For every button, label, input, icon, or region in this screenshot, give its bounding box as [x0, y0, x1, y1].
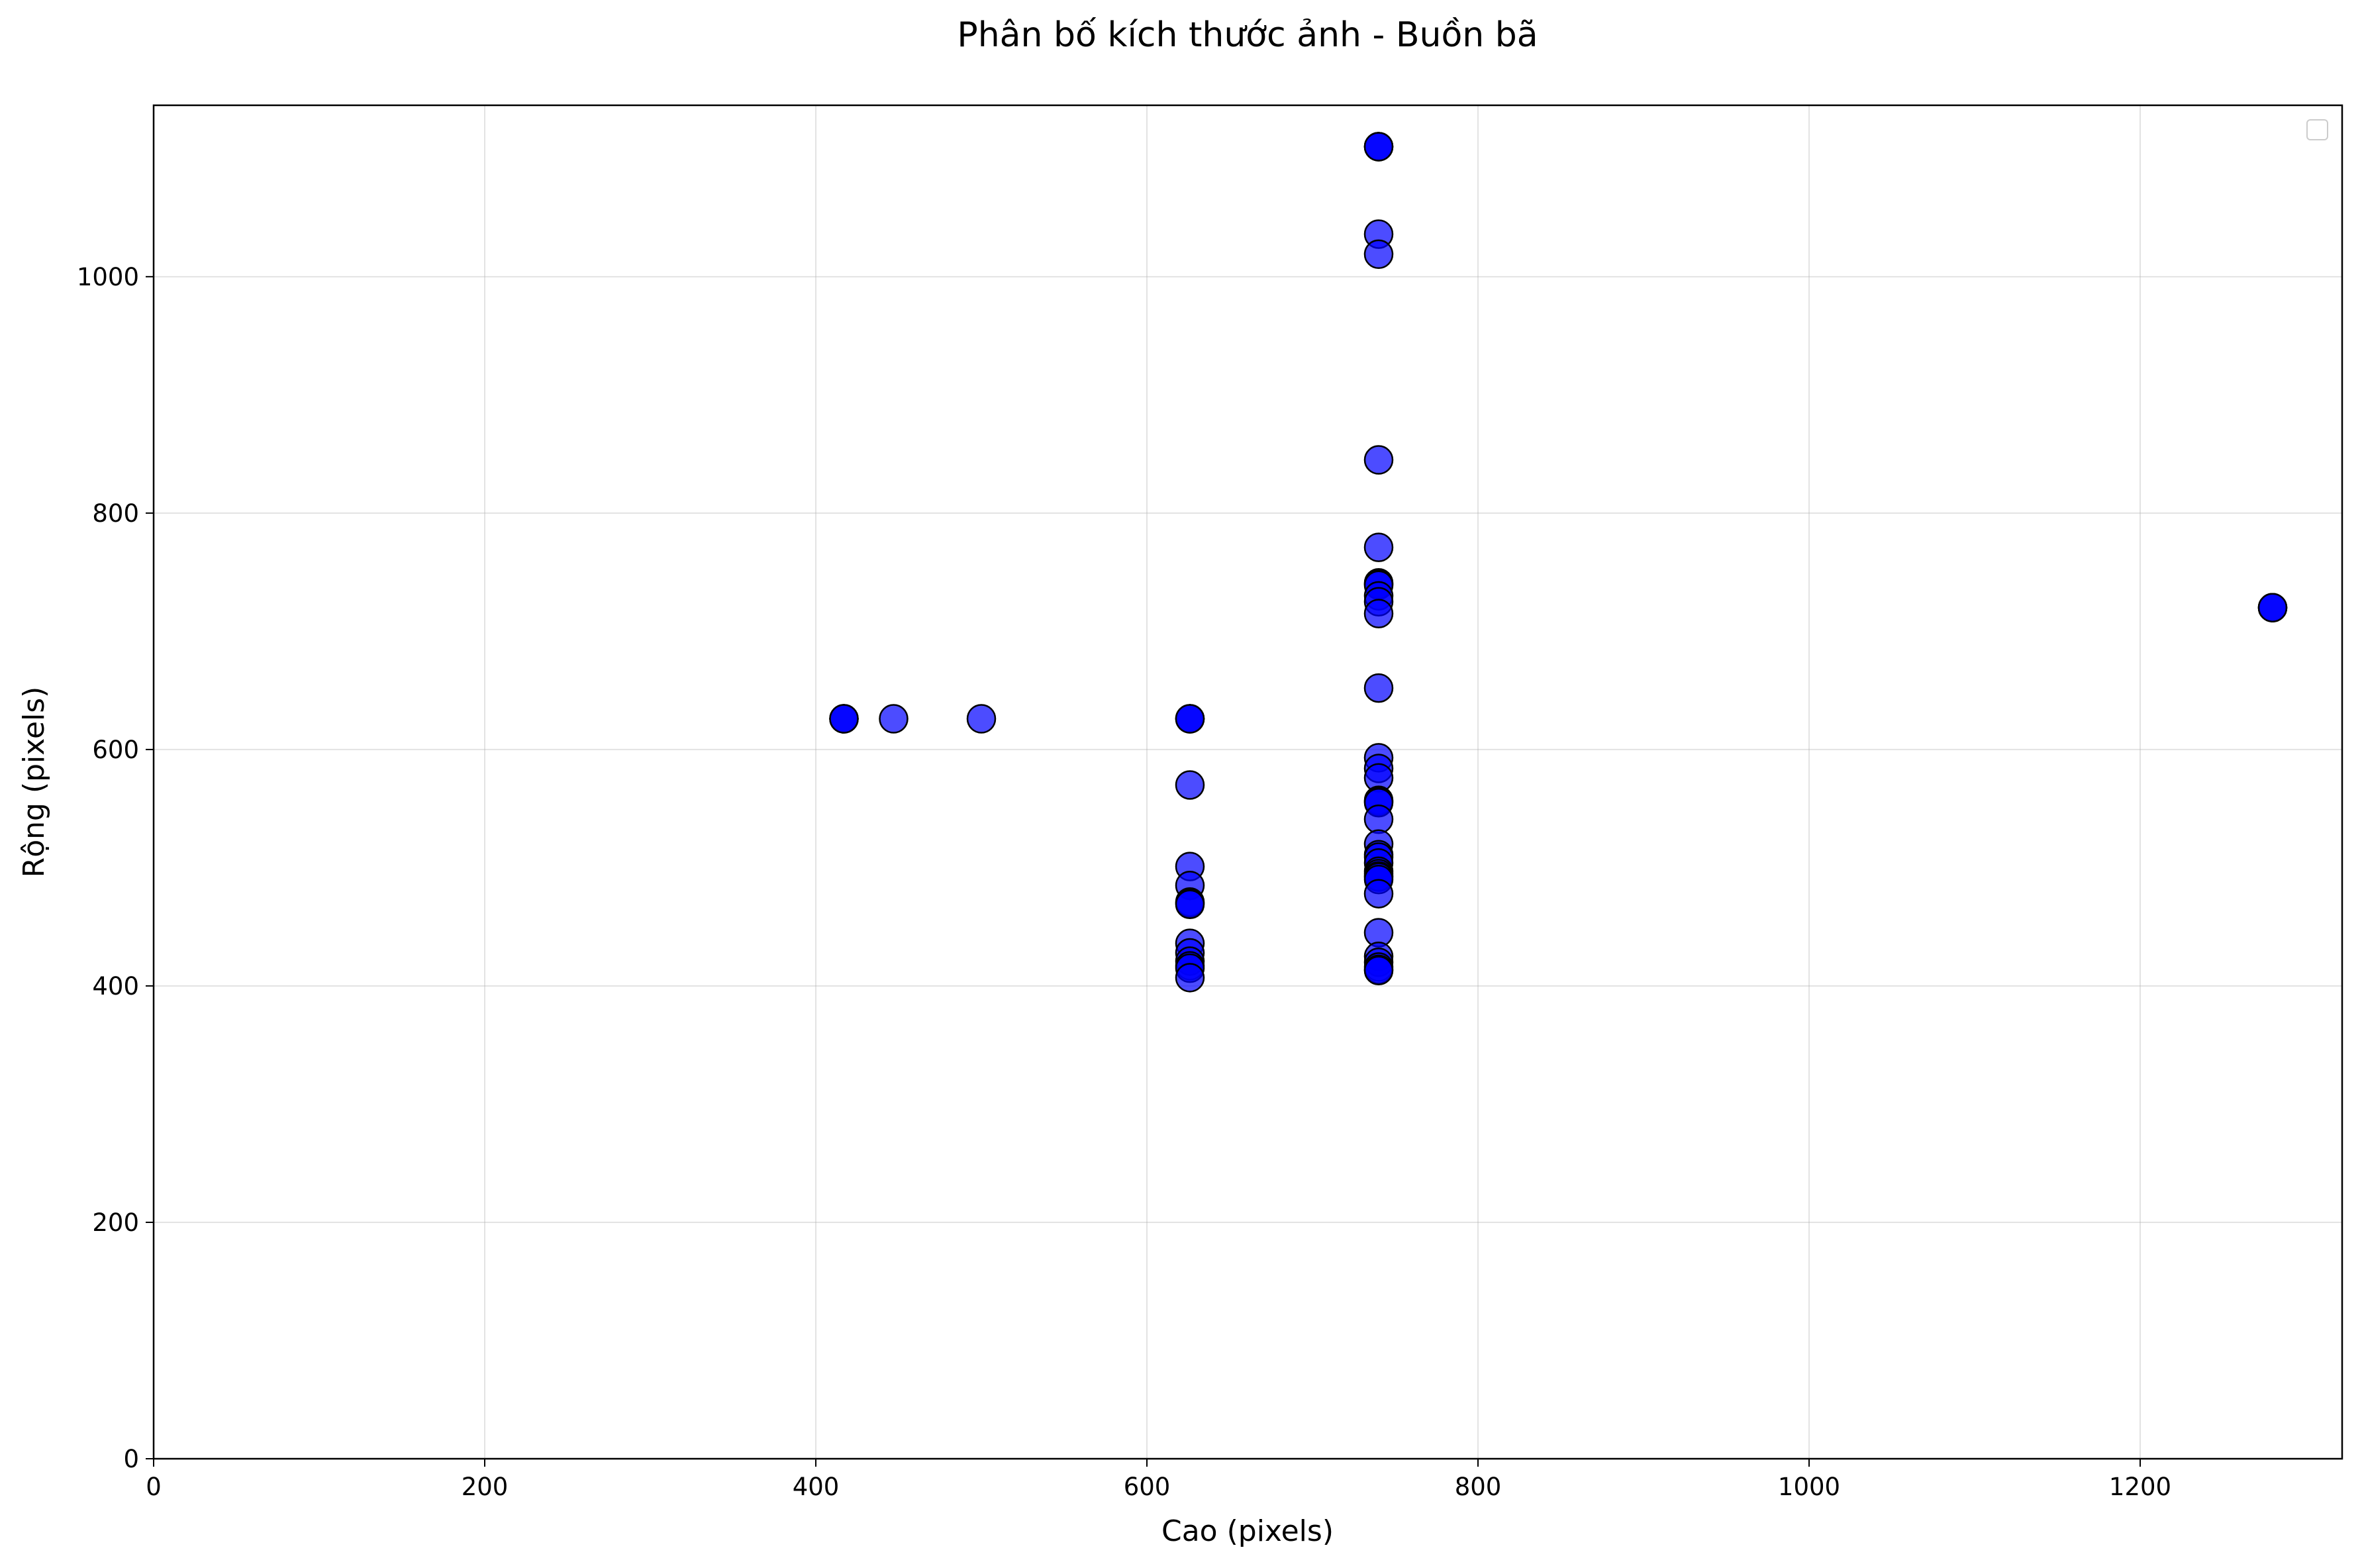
legend-box [2306, 119, 2328, 140]
data-point [1363, 599, 1394, 628]
data-point [2257, 593, 2288, 622]
axes-frame [152, 104, 2343, 1460]
axis-ticks: 0 200 400 600 800 1000 1200 0 200 400 600 800 1000 [77, 263, 2171, 1501]
y-tick-label: 400 [92, 972, 139, 1001]
data-point [1363, 532, 1394, 562]
x-axis-label: Cao (pixels) [1161, 1514, 1334, 1548]
y-axis-label: Rộng (pixels) [17, 687, 51, 878]
data-point [1175, 963, 1205, 993]
x-tick-label: 600 [1124, 1473, 1171, 1501]
data-point [1363, 804, 1394, 834]
data-point [1363, 239, 1394, 270]
x-tick-label: 400 [793, 1473, 840, 1501]
x-tick-label: 800 [1455, 1473, 1502, 1501]
data-point [1175, 704, 1205, 734]
y-tick-label: 200 [92, 1208, 139, 1237]
data-point [1363, 445, 1394, 475]
data-point [829, 704, 859, 734]
data-point [1175, 770, 1205, 800]
data-point [1363, 956, 1394, 985]
x-tick-label: 1200 [2109, 1473, 2171, 1501]
data-point [1363, 879, 1394, 908]
y-tick-label: 0 [123, 1445, 139, 1473]
data-point [879, 704, 909, 734]
x-tick-label: 1000 [1778, 1473, 1840, 1501]
y-tick-label: 600 [92, 736, 139, 764]
data-point [1175, 889, 1205, 920]
y-tick-label: 1000 [77, 263, 139, 291]
data-point [1363, 132, 1394, 162]
x-tick-label: 200 [462, 1473, 509, 1501]
chart-title: Phân bố kích thước ảnh - Buồn bã [957, 15, 1538, 55]
data-point [1363, 673, 1394, 703]
x-tick-label: 0 [146, 1473, 162, 1501]
data-point [966, 704, 997, 734]
data-points [829, 132, 2288, 993]
y-tick-label: 800 [92, 499, 139, 528]
